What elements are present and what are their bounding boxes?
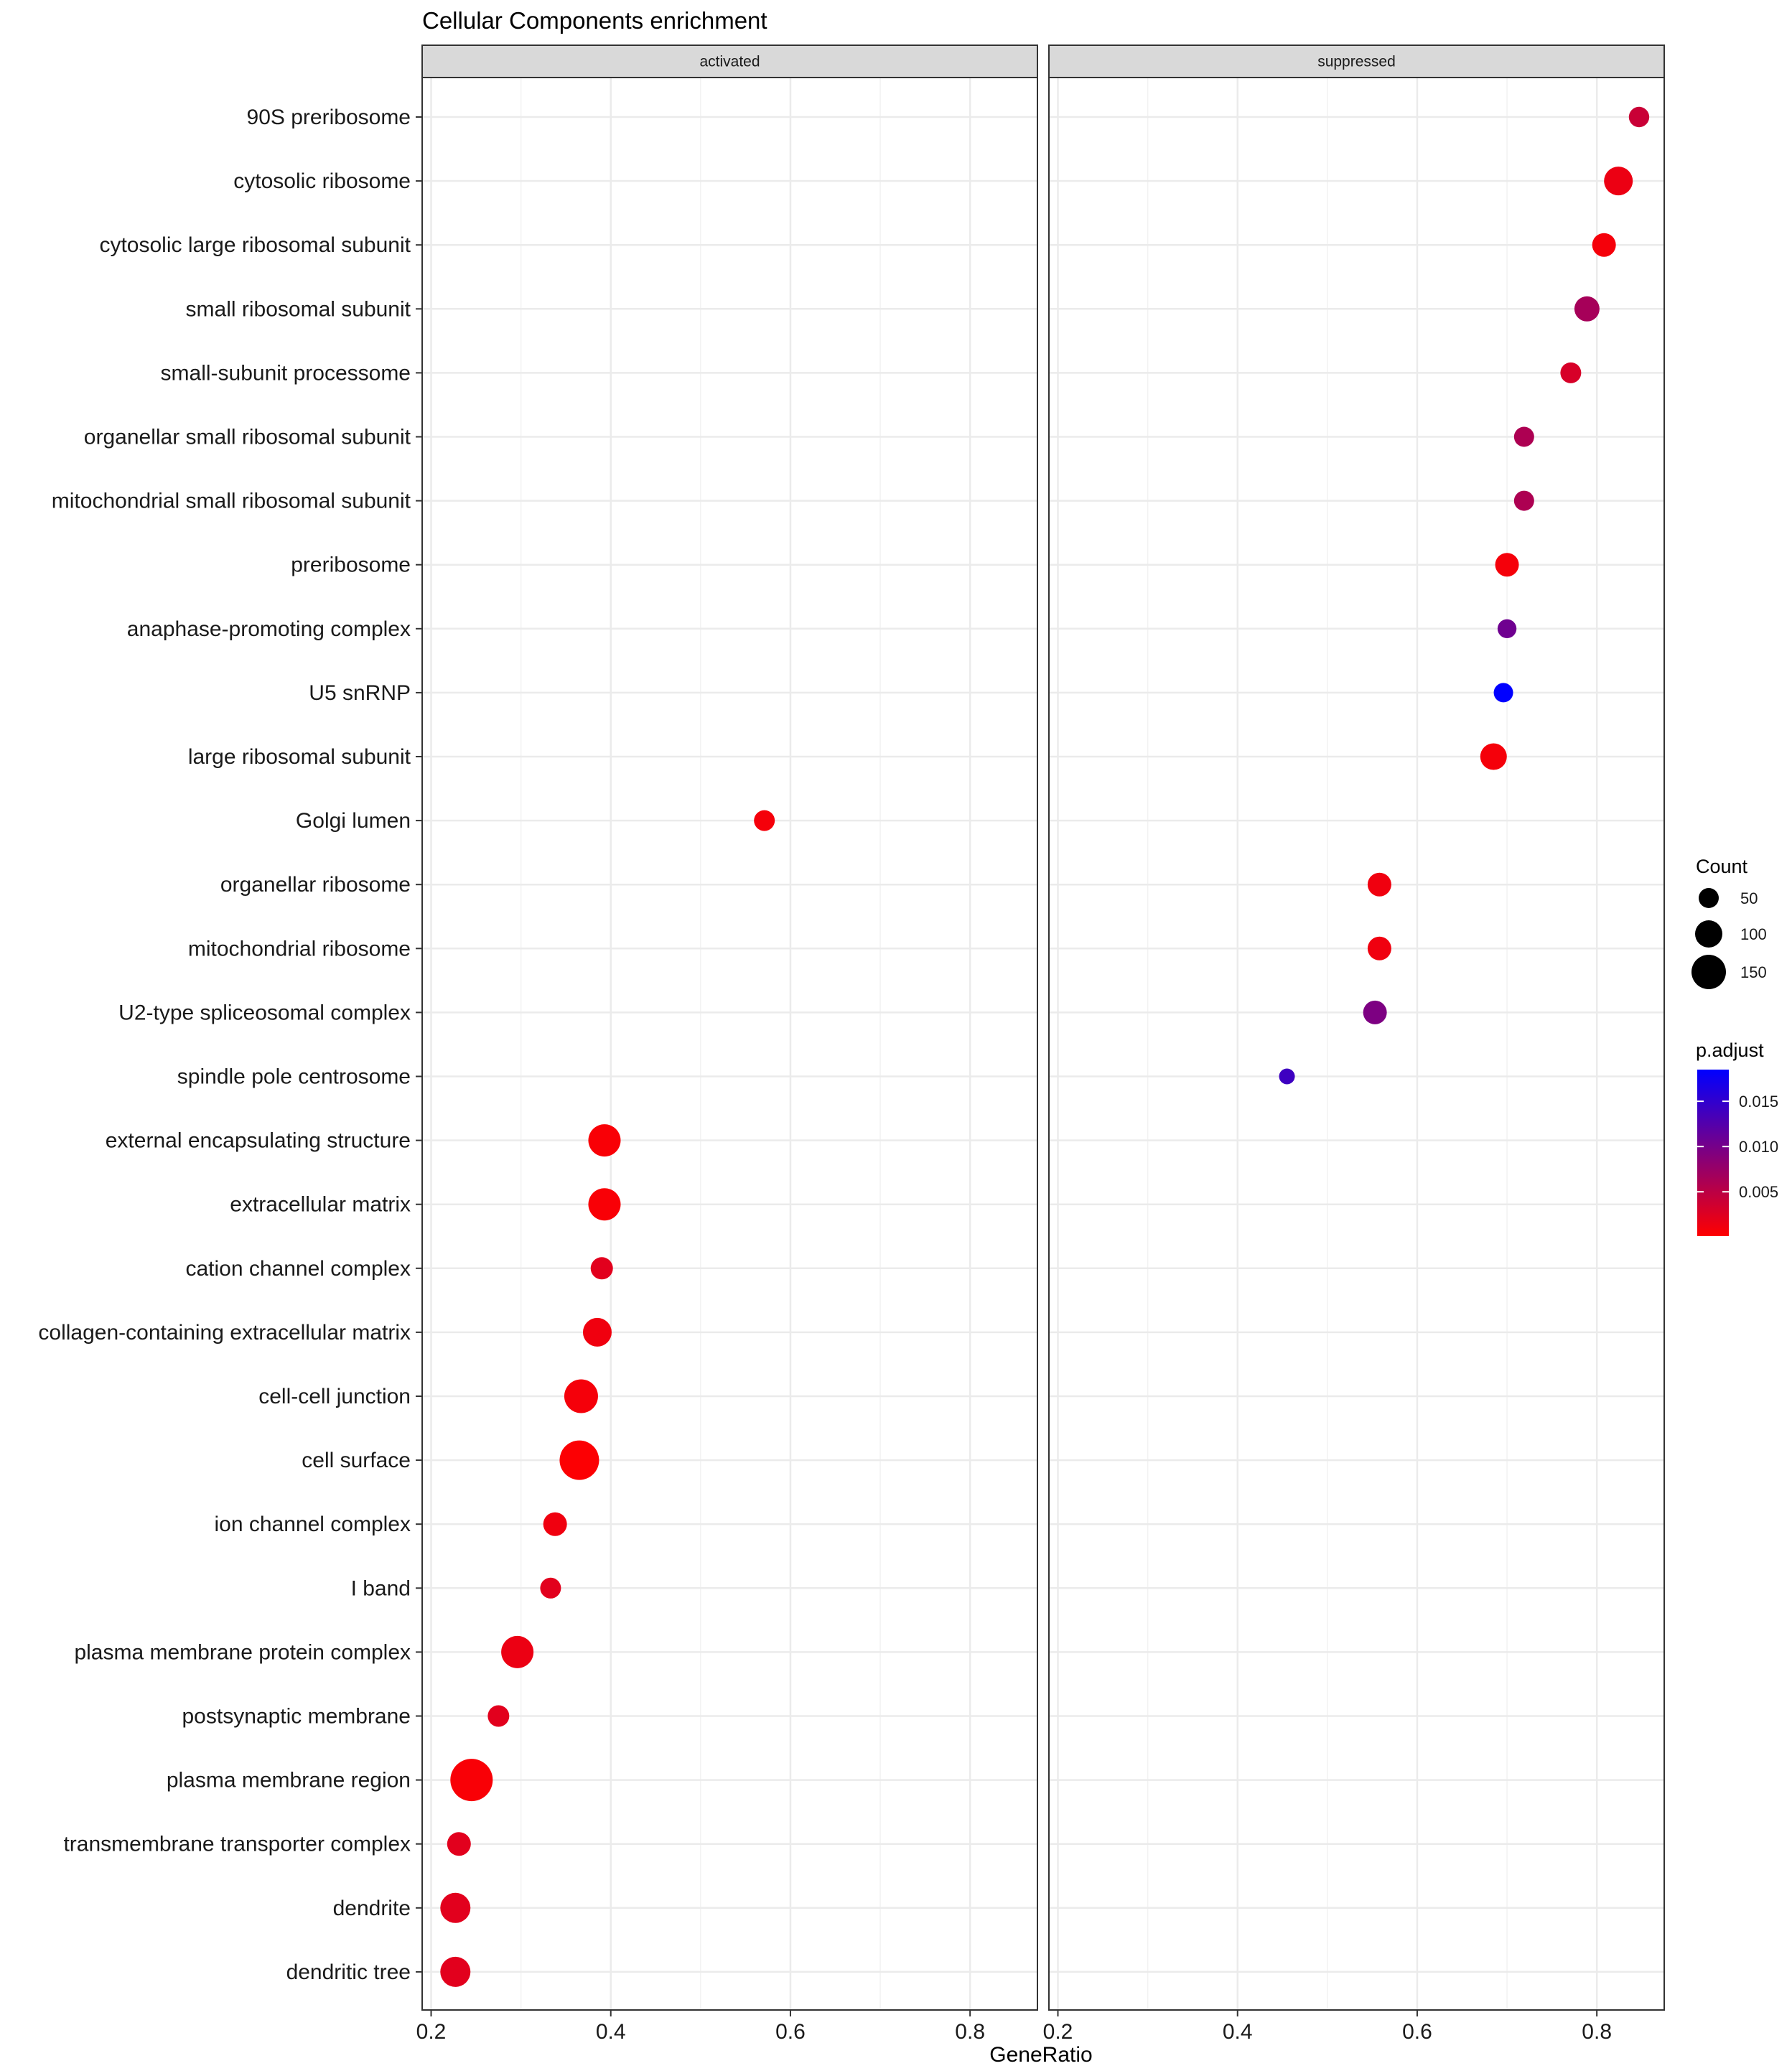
data-point <box>1497 619 1517 638</box>
category-label: large ribosomal subunit <box>188 745 411 769</box>
category-label: cell surface <box>302 1449 411 1472</box>
category-label: Golgi lumen <box>296 809 411 833</box>
data-point <box>1279 1068 1295 1085</box>
category-label: transmembrane transporter complex <box>63 1833 411 1856</box>
category-label: organellar ribosome <box>220 873 411 897</box>
data-point <box>447 1832 471 1856</box>
data-point <box>1592 233 1616 257</box>
data-point <box>1628 106 1650 128</box>
category-labels: 90S preribosome cytosolic ribosome cytosol… <box>38 106 422 1984</box>
category-label: U2-type spliceosomal complex <box>118 1001 411 1024</box>
data-point <box>588 1124 621 1157</box>
color-legend-label: 0.015 <box>1739 1093 1778 1111</box>
data-point <box>540 1577 561 1599</box>
category-label: mitochondrial small ribosomal subunit <box>52 490 411 513</box>
data-point <box>1493 683 1513 703</box>
facet-strip-label: activated <box>699 54 760 70</box>
data-point <box>582 1317 612 1347</box>
x-tick-label: 0.4 <box>1223 2020 1253 2044</box>
category-label: anaphase-promoting complex <box>127 617 411 641</box>
x-tick-label: 0.6 <box>1402 2020 1432 2044</box>
x-tick-label: 0.8 <box>1582 2020 1612 2044</box>
facet-panel-suppressed: suppressed 0.2 0.4 0.6 0.8 <box>1043 45 1665 2044</box>
category-label: cytosolic large ribosomal subunit <box>99 233 411 257</box>
category-label: external encapsulating structure <box>106 1129 411 1153</box>
size-legend-label: 150 <box>1740 963 1767 981</box>
x-axis-title: GeneRatio <box>989 2043 1092 2067</box>
data-point <box>754 810 775 831</box>
category-label: cell-cell junction <box>258 1385 411 1408</box>
x-tick-label: 0.2 <box>416 2020 447 2044</box>
data-point <box>1560 362 1582 383</box>
x-tick-label: 0.8 <box>955 2020 985 2044</box>
color-legend-label: 0.005 <box>1739 1183 1778 1201</box>
category-label: plasma membrane protein complex <box>74 1640 411 1664</box>
size-legend-label: 50 <box>1740 889 1758 907</box>
facet-strip-suppressed <box>1048 45 1665 78</box>
legend: Count 50 100 150 p.adjust 0.005 0.010 0.015 <box>1691 856 1778 1236</box>
facet-panels: activated 0.2 0.4 0.6 0.8 suppressed 0.2 0.4 0.6… <box>416 45 1665 2044</box>
size-legend-title: Count <box>1696 856 1748 877</box>
panel-border <box>421 77 1038 2011</box>
data-point <box>1367 936 1391 960</box>
color-legend-bar <box>1697 1070 1729 1236</box>
data-point <box>450 1759 493 1802</box>
category-label: ion channel complex <box>214 1513 411 1536</box>
panel-background <box>422 78 1037 2010</box>
color-legend-title: p.adjust <box>1696 1039 1764 1061</box>
data-point <box>1513 426 1534 447</box>
data-point <box>440 1956 471 1987</box>
panel-background <box>1049 78 1664 2010</box>
category-label: preribosome <box>291 553 411 577</box>
data-point <box>1513 490 1534 511</box>
x-tick-label: 0.6 <box>775 2020 806 2044</box>
data-point <box>588 1188 621 1221</box>
data-point <box>487 1705 510 1727</box>
facet-strip-activated <box>421 45 1038 78</box>
data-point <box>1367 872 1391 897</box>
data-point <box>1363 1000 1387 1024</box>
color-legend-label: 0.010 <box>1739 1138 1778 1156</box>
category-label: dendritic tree <box>286 1960 411 1984</box>
category-label: U5 snRNP <box>309 681 411 705</box>
data-point <box>559 1440 599 1480</box>
data-point <box>1574 296 1600 322</box>
data-point <box>543 1512 567 1536</box>
x-tick-label: 0.4 <box>596 2020 626 2044</box>
facet-panel-activated: activated 0.2 0.4 0.6 0.8 <box>416 45 1038 2044</box>
category-label: cytosolic ribosome <box>233 169 411 193</box>
category-label: organellar small ribosomal subunit <box>84 426 411 449</box>
category-label: plasma membrane region <box>167 1769 411 1792</box>
data-point <box>1480 743 1507 770</box>
category-label: 90S preribosome <box>247 106 411 129</box>
category-label: small ribosomal subunit <box>186 297 411 321</box>
category-label: postsynaptic membrane <box>182 1705 411 1729</box>
size-legend-keys: 50 100 150 <box>1691 888 1767 989</box>
chart-title: Cellular Components enrichment <box>422 7 767 34</box>
data-point <box>501 1635 534 1668</box>
color-legend-ticks: 0.005 0.010 0.015 <box>1697 1093 1778 1201</box>
x-tick-label: 0.2 <box>1043 2020 1073 2044</box>
size-legend-dot <box>1695 920 1722 948</box>
data-point <box>440 1892 471 1923</box>
category-label: collagen-containing extracellular matrix <box>38 1321 411 1345</box>
panel-border <box>1048 77 1665 2011</box>
category-label: spindle pole centrosome <box>177 1065 411 1089</box>
category-label: dendrite <box>333 1897 411 1920</box>
data-point <box>1604 167 1633 196</box>
facet-strip-label: suppressed <box>1317 54 1396 70</box>
data-point <box>590 1257 613 1280</box>
size-legend-dot <box>1691 955 1726 989</box>
category-label: mitochondrial ribosome <box>188 937 411 960</box>
category-label: cation channel complex <box>185 1257 411 1281</box>
category-label: small-subunit processome <box>161 361 411 385</box>
size-legend-dot <box>1699 888 1719 908</box>
category-label: I band <box>351 1576 411 1600</box>
data-point <box>1495 553 1519 577</box>
size-legend-label: 100 <box>1740 925 1767 943</box>
data-point <box>564 1379 598 1413</box>
category-label: extracellular matrix <box>230 1193 411 1217</box>
